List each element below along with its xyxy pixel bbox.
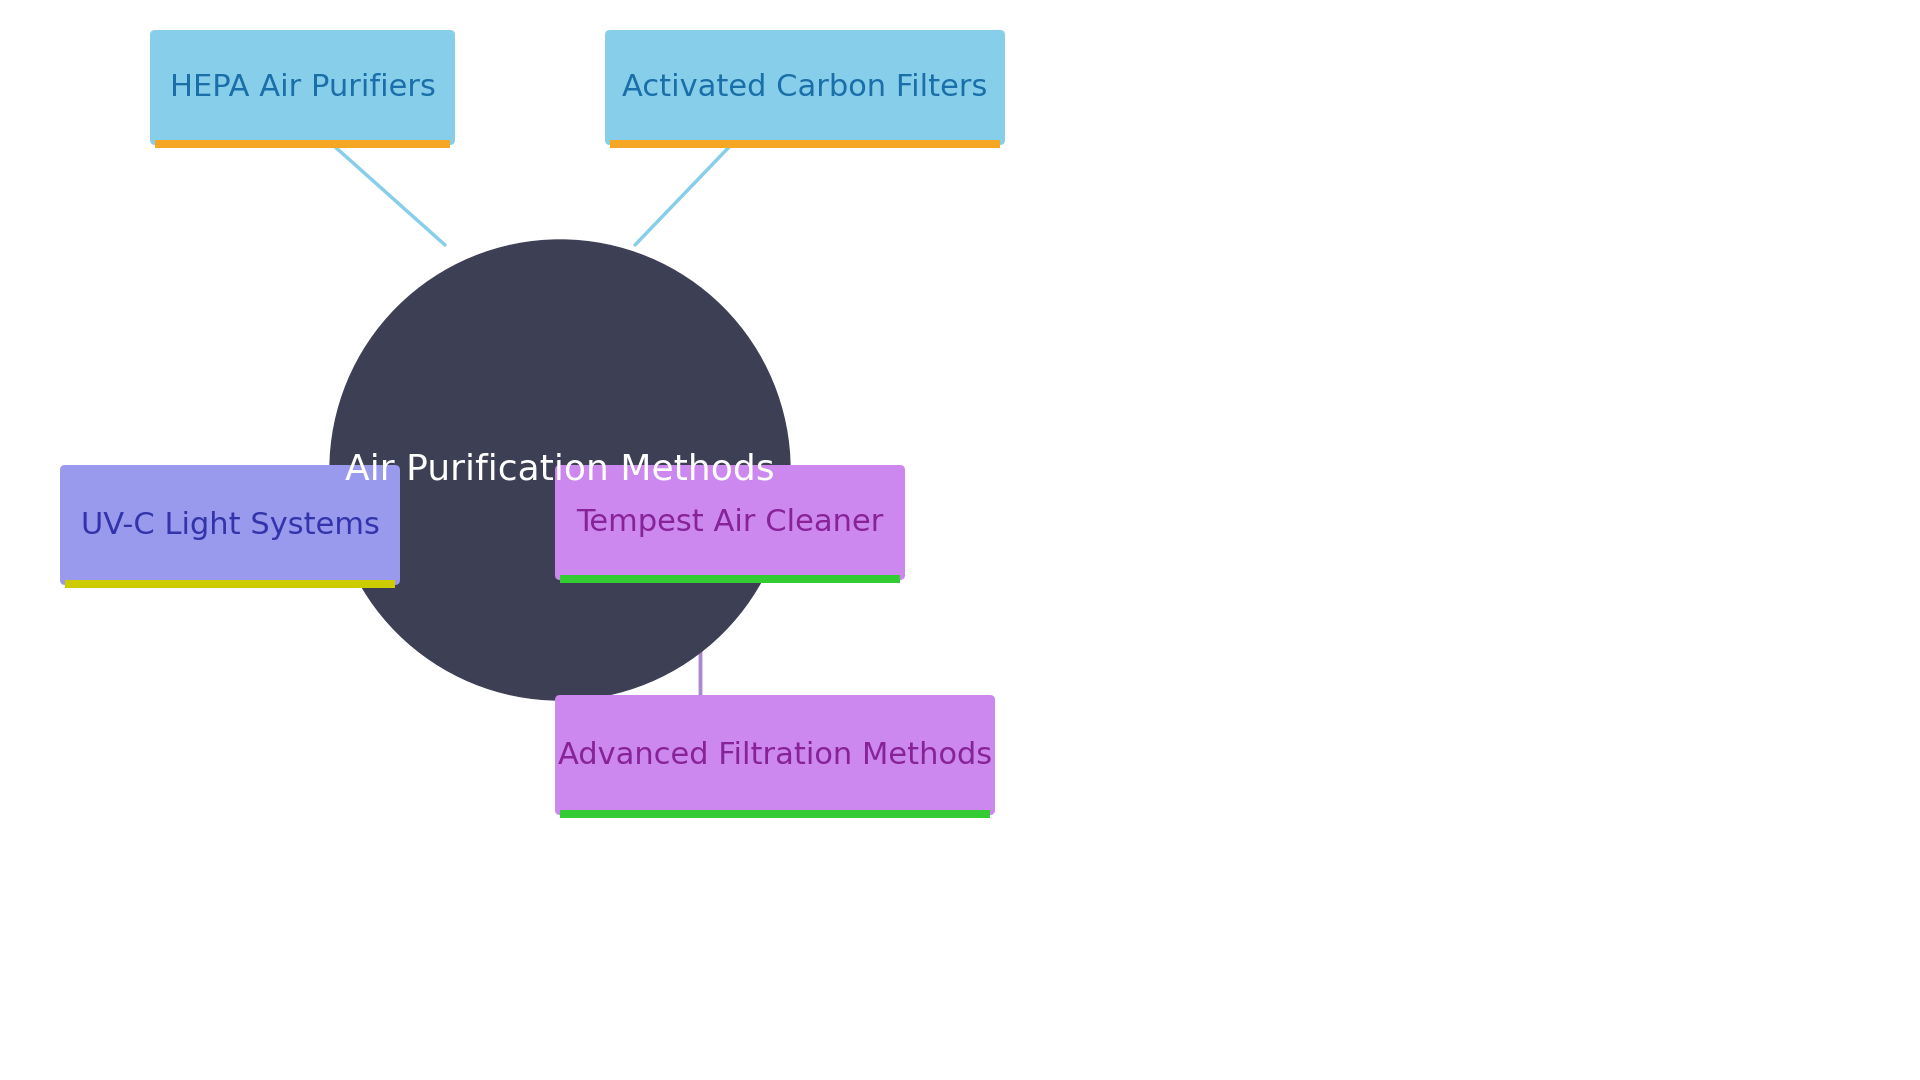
- FancyBboxPatch shape: [150, 30, 455, 145]
- Text: Activated Carbon Filters: Activated Carbon Filters: [622, 73, 987, 102]
- Text: UV-C Light Systems: UV-C Light Systems: [81, 511, 380, 540]
- FancyBboxPatch shape: [60, 465, 399, 585]
- FancyBboxPatch shape: [555, 696, 995, 815]
- Bar: [156, 140, 449, 148]
- FancyBboxPatch shape: [605, 30, 1004, 145]
- Text: Tempest Air Cleaner: Tempest Air Cleaner: [576, 508, 883, 537]
- Bar: [611, 140, 1000, 148]
- Bar: [561, 810, 991, 818]
- Text: HEPA Air Purifiers: HEPA Air Purifiers: [169, 73, 436, 102]
- Bar: [65, 580, 396, 588]
- Text: Air Purification Methods: Air Purification Methods: [346, 453, 776, 487]
- Text: Advanced Filtration Methods: Advanced Filtration Methods: [559, 741, 993, 769]
- FancyBboxPatch shape: [555, 465, 904, 580]
- Bar: [561, 575, 900, 583]
- Circle shape: [330, 240, 789, 700]
